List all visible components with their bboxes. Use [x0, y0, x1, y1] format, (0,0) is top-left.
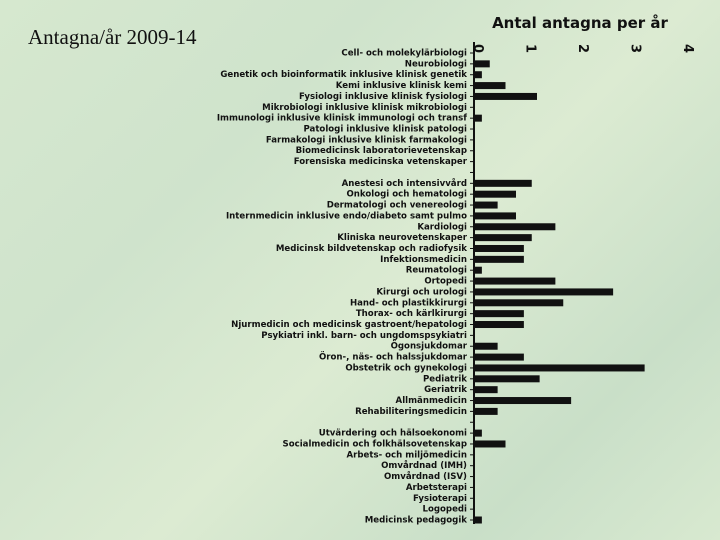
y-tick-label: Ortopedi: [424, 277, 467, 287]
bar: [474, 440, 506, 448]
bar: [474, 364, 645, 372]
y-tick-label: Hand- och plastikkirurgi: [350, 298, 467, 308]
y-tick-label: Fysioterapi: [413, 494, 467, 504]
y-tick-label: Arbetsterapi: [406, 483, 467, 493]
bar: [474, 407, 498, 415]
bar: [474, 255, 524, 263]
y-tick-label: Kliniska neurovetenskaper: [337, 233, 468, 243]
y-tick-label: Kemi inklusive klinisk kemi: [336, 81, 467, 91]
bar: [474, 82, 506, 90]
x-tick-label: 1: [523, 44, 538, 53]
bar: [474, 234, 532, 242]
y-tick-label: Medicinsk bildvetenskap och radiofysik: [276, 244, 467, 254]
y-tick-label: Fysiologi inklusive klinisk fysiologi: [299, 92, 467, 102]
y-tick-label: Omvårdnad (IMH): [381, 460, 467, 471]
x-tick-label: 4: [680, 44, 695, 53]
y-tick-label: Omvårdnad (ISV): [384, 471, 467, 482]
y-tick-label: Utvärdering och hälsoekonomi: [319, 429, 467, 439]
bar: [474, 71, 482, 79]
y-tick-label: Kardiologi: [417, 222, 467, 232]
y-tick-label: Ögonsjukdomar: [391, 341, 468, 352]
bar: [474, 429, 482, 437]
y-tick-label: Neurobiologi: [405, 59, 467, 69]
y-tick-label: Kirurgi och urologi: [376, 287, 467, 297]
bar: [474, 321, 524, 329]
y-tick-label: Infektionsmedicin: [380, 255, 467, 265]
bar: [474, 92, 537, 100]
y-tick-label: Anestesi och intensivvård: [342, 178, 467, 189]
bar: [474, 375, 540, 383]
bar: [474, 60, 490, 68]
y-tick-label: Psykiatri inkl. barn- och ungdomspsykiat…: [261, 331, 467, 341]
bar: [474, 288, 614, 296]
y-tick-label: Logopedi: [422, 505, 467, 515]
y-tick-label: Immunologi inklusive klinisk immunologi …: [217, 114, 467, 124]
y-tick-label: Öron-, näs- och halssjukdomar: [319, 352, 468, 363]
y-tick-label: Internmedicin inklusive endo/diabeto sam…: [226, 211, 467, 221]
bar: [474, 114, 482, 122]
bar: [474, 179, 532, 187]
y-tick-label: Reumatologi: [406, 266, 467, 276]
chart-title: Antal antagna per år: [492, 14, 668, 32]
bar: [474, 353, 524, 361]
y-tick-label: Obstetrik och gynekologi: [345, 363, 467, 373]
bar: [474, 299, 564, 307]
bar: [474, 190, 516, 198]
y-tick-label: Biomedicinsk laboratorievetenskap: [296, 146, 467, 156]
y-tick-label: Mikrobiologi inklusive klinisk mikrobiol…: [262, 103, 467, 113]
y-tick-label: Cell- och molekylärbiologi: [341, 49, 467, 59]
bar: [474, 516, 482, 524]
y-tick-label: Allmänmedicin: [396, 396, 467, 406]
y-tick-label: Geriatrik: [424, 385, 467, 395]
y-tick-label: Genetik och bioinformatik inklusive klin…: [220, 70, 467, 80]
y-tick-label: Medicinsk pedagogik: [365, 516, 468, 526]
y-tick-label: Dermatologi och venereologi: [327, 201, 467, 211]
y-tick-label: Farmakologi inklusive klinisk farmakolog…: [266, 135, 467, 145]
x-tick-label: 2: [575, 44, 590, 53]
bar: [474, 201, 498, 209]
y-tick-label: Forensiska medicinska vetenskaper: [294, 157, 468, 167]
x-tick-label: 0: [470, 44, 485, 53]
y-tick-label: Patologi inklusive klinisk patologi: [303, 125, 467, 135]
slide-title: Antagna/år 2009-14: [28, 25, 197, 49]
y-tick-label: Socialmedicin och folkhälsovetenskap: [283, 439, 467, 449]
bar: [474, 266, 482, 274]
y-tick-label: Njurmedicin och medicinsk gastroent/hepa…: [231, 320, 467, 330]
bar: [474, 277, 556, 285]
y-tick-label: Onkologi och hematologi: [346, 190, 467, 200]
bar: [474, 310, 524, 318]
bar: [474, 386, 498, 394]
y-tick-label: Thorax- och kärlkirurgi: [356, 309, 467, 319]
bar: [474, 244, 524, 252]
bar: [474, 212, 516, 220]
y-tick-label: Arbets- och miljömedicin: [347, 450, 468, 460]
bar: [474, 342, 498, 350]
bar: [474, 223, 556, 231]
x-tick-label: 3: [628, 44, 643, 53]
y-tick-label: Rehabiliteringsmedicin: [355, 407, 467, 417]
bar: [474, 397, 572, 405]
y-tick-label: Pediatrik: [423, 374, 467, 384]
